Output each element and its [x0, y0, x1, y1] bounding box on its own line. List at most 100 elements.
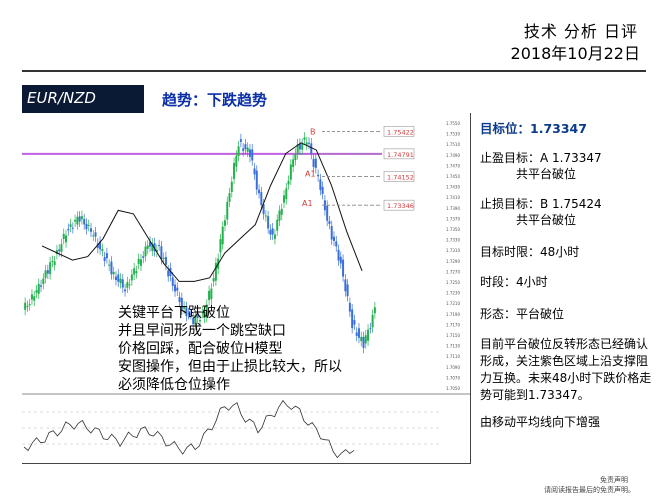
candle-body: [128, 284, 131, 286]
candle-body: [255, 170, 258, 190]
candle-body: [119, 278, 122, 284]
candle-body: [262, 204, 265, 215]
candle-body: [142, 256, 145, 258]
candle-body: [367, 329, 370, 341]
candle-body: [174, 284, 177, 292]
annotation-line: 必须降低仓位操作: [118, 377, 230, 393]
candle-body: [49, 262, 52, 275]
y-tick-label: 1.7550: [446, 121, 460, 126]
candle-body: [251, 149, 254, 161]
candle-body: [130, 274, 133, 281]
candle-body: [99, 241, 102, 250]
disclaimer-title: 免责声明: [600, 476, 628, 484]
candle-body: [267, 216, 270, 229]
y-tick-label: 1.7270: [446, 269, 460, 274]
candle-body: [117, 274, 120, 282]
candle-body: [162, 257, 165, 259]
candle-body: [28, 304, 31, 306]
candle-body: [94, 232, 97, 237]
candle-body: [321, 186, 324, 195]
y-tick-label: 1.7210: [446, 301, 460, 306]
candle-body: [351, 309, 354, 329]
level-label-box: [383, 171, 415, 182]
candle-body: [201, 311, 204, 313]
candle-body: [314, 158, 317, 169]
y-tick-label: 1.7050: [446, 386, 460, 391]
candle-body: [248, 149, 251, 157]
candle-body: [223, 220, 226, 226]
candle-body: [58, 249, 61, 252]
candle-body: [114, 276, 117, 281]
candle-body: [237, 146, 240, 156]
candle-body: [369, 328, 372, 330]
candle-body: [233, 162, 236, 179]
candle-body: [176, 287, 179, 291]
candle-body: [326, 205, 329, 221]
candle-body: [280, 208, 283, 215]
candle-body: [178, 297, 181, 302]
y-tick-label: 1.7370: [446, 216, 460, 221]
candle-body: [60, 244, 63, 252]
candle-body: [219, 239, 222, 253]
candle-body: [144, 246, 147, 257]
y-tick-label: 1.7350: [446, 227, 460, 232]
candle-body: [187, 313, 190, 315]
candle-body: [244, 144, 247, 150]
candle-body: [196, 315, 199, 318]
y-tick-label: 1.7430: [446, 185, 460, 190]
candle-body: [158, 245, 161, 247]
candle-body: [155, 249, 158, 252]
candle-body: [153, 243, 156, 252]
candle-body: [76, 216, 79, 225]
candle-body: [37, 283, 40, 294]
candle-body: [278, 210, 281, 221]
level-label: 1.74791: [387, 151, 414, 159]
target-price: 目标位：1.73347: [480, 121, 587, 136]
candle-body: [185, 307, 188, 317]
point-label: A1: [305, 170, 316, 179]
candle-body: [121, 279, 124, 288]
candle-body: [108, 264, 111, 266]
candle-body: [80, 216, 83, 220]
y-tick-label: 1.7130: [446, 344, 460, 349]
candle-body: [344, 279, 347, 292]
candle-body: [124, 289, 127, 292]
candle-body: [30, 294, 33, 300]
candle-body: [103, 257, 106, 262]
candle-body: [348, 302, 351, 312]
y-tick-label: 1.7490: [446, 153, 460, 158]
candle-body: [87, 224, 90, 226]
candle-body: [360, 336, 363, 342]
candle-body: [228, 193, 231, 202]
candle-body: [296, 144, 299, 155]
candle-body: [273, 234, 276, 240]
y-tick-label: 1.7250: [446, 280, 460, 285]
ma-note: 由移动平均线向下增强: [480, 415, 601, 429]
y-tick-label: 1.7390: [446, 206, 460, 211]
candle-body: [194, 315, 197, 325]
stop-loss: 止损目标：B 1.75424: [480, 197, 602, 211]
candle-body: [335, 241, 338, 247]
candle-body: [46, 270, 49, 274]
candle-body: [301, 143, 304, 150]
candle-body: [253, 168, 256, 175]
candle-body: [337, 249, 340, 261]
level-label: 1.73346: [387, 202, 414, 210]
analysis-text: 目前平台破位反转形态已经确认形成，关注紫色区域上沿支撑阻力互换。未来48小时下跌…: [480, 337, 652, 402]
candle-body: [112, 271, 115, 275]
candle-body: [167, 270, 170, 277]
title-band-white: 趋势：下跌趋势: [144, 85, 642, 113]
y-tick-label: 1.7530: [446, 132, 460, 137]
candle-body: [192, 317, 195, 325]
candle-body: [69, 224, 72, 227]
candle-body: [342, 259, 345, 277]
candle-body: [33, 296, 36, 301]
y-tick-label: 1.7150: [446, 333, 460, 338]
report-title: 技术 分析 日评: [523, 22, 638, 41]
stop-loss-note: 共平台破位: [516, 213, 577, 227]
candle-body: [332, 236, 335, 241]
candle-body: [230, 181, 233, 193]
candle-body: [212, 278, 215, 282]
y-tick-label: 1.7110: [446, 354, 460, 359]
candle-body: [269, 229, 272, 235]
